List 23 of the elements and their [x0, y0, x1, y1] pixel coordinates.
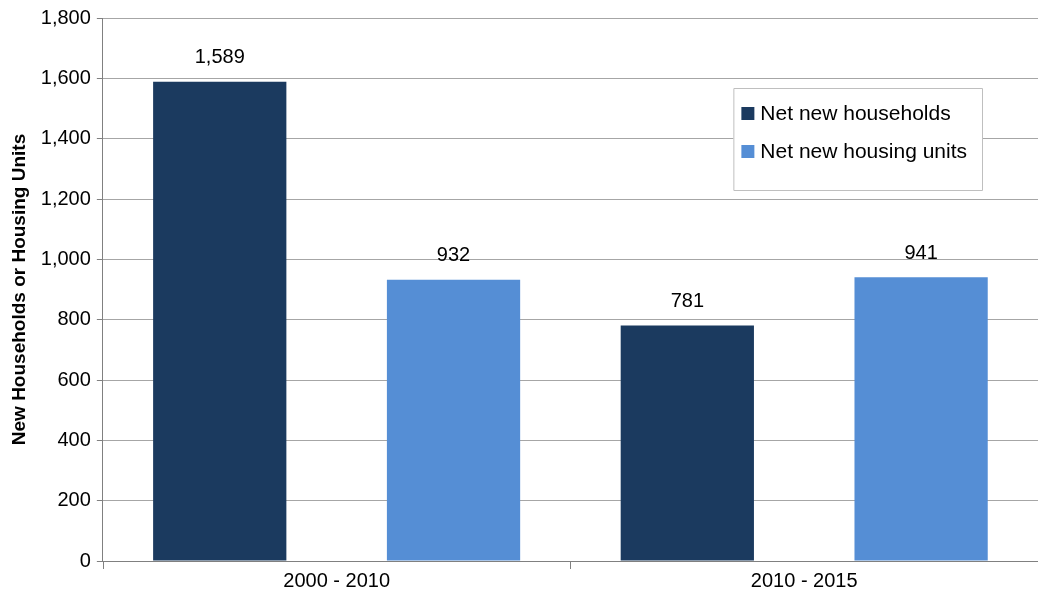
- bar: [386, 279, 521, 561]
- y-tick-label: 1,800: [40, 5, 91, 28]
- x-tick-label: 2000 - 2010: [283, 568, 391, 591]
- y-tick-label: 400: [57, 427, 91, 450]
- y-tick-label: 1,400: [40, 126, 91, 149]
- bar: [153, 81, 287, 561]
- bar: [620, 325, 754, 561]
- y-tick-label: 1,000: [40, 246, 91, 269]
- y-tick-label: 1,600: [40, 65, 91, 88]
- y-tick-label: 600: [57, 367, 91, 390]
- bar: [854, 277, 988, 561]
- y-tick-label: 0: [79, 548, 91, 571]
- y-tick-label: 1,200: [40, 186, 91, 209]
- legend-label: Net new housing units: [760, 138, 968, 162]
- y-axis-title: New Households or Housing Units: [7, 133, 29, 446]
- y-tick-label: 800: [57, 307, 91, 330]
- x-tick-label: 2010 - 2015: [750, 568, 858, 591]
- text: 941: [904, 240, 938, 263]
- text: 781: [670, 288, 705, 311]
- legend-label: Net new households: [760, 100, 951, 124]
- y-tick-label: 200: [57, 488, 91, 511]
- text: 932: [436, 243, 471, 266]
- text: 1,589: [194, 45, 245, 68]
